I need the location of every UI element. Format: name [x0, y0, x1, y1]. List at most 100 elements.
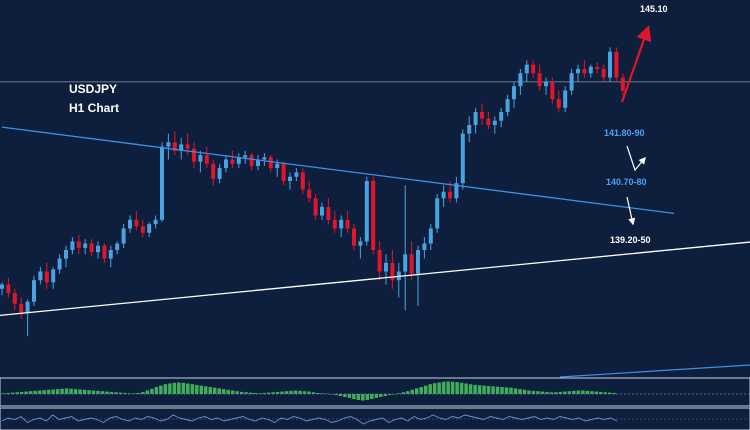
- histogram-bar: [181, 382, 186, 394]
- histogram-bar: [42, 390, 46, 394]
- indicator-overlay-line: [559, 364, 750, 378]
- candle-body: [262, 157, 267, 160]
- candle-body: [416, 250, 420, 274]
- candle-body: [256, 159, 260, 166]
- candle-body: [51, 269, 56, 283]
- candle-body: [588, 66, 593, 74]
- indicator-panel-2-line: [1, 414, 618, 425]
- histogram-bar: [527, 390, 531, 394]
- histogram-bar: [51, 389, 55, 394]
- histogram-bar: [316, 392, 320, 394]
- histogram-bar: [549, 392, 554, 394]
- candle-body: [595, 66, 600, 69]
- histogram-bar: [383, 394, 388, 396]
- candle-body: [531, 64, 536, 74]
- histogram-bar: [37, 390, 42, 394]
- histogram-bar: [177, 382, 181, 394]
- candle-body: [57, 258, 62, 270]
- candle-body: [601, 68, 606, 78]
- candle-body: [288, 176, 292, 182]
- histogram-bar: [275, 391, 280, 394]
- indicator-panel-1-border: [0, 377, 750, 407]
- candle-body: [185, 144, 190, 149]
- histogram-bar: [298, 390, 302, 394]
- histogram-bar: [540, 391, 545, 394]
- histogram-bar: [352, 394, 356, 399]
- histogram-bar: [10, 392, 15, 394]
- candle-body: [307, 189, 312, 199]
- candle-body: [140, 226, 145, 233]
- histogram-bar: [163, 384, 168, 394]
- histogram-bar: [195, 384, 199, 394]
- candle-body: [38, 271, 43, 281]
- histogram-bar: [459, 382, 464, 394]
- candle-body: [217, 168, 222, 179]
- candle-body: [422, 243, 427, 250]
- histogram-bar: [91, 390, 96, 394]
- candle-body: [115, 243, 120, 250]
- histogram-bar: [266, 392, 271, 394]
- histogram-bar: [356, 394, 361, 400]
- candle-body: [614, 51, 619, 78]
- histogram-bar: [141, 391, 145, 394]
- candle-body: [25, 301, 30, 313]
- histogram-bar: [2, 393, 6, 394]
- histogram-bar: [257, 393, 262, 394]
- histogram-bar: [379, 394, 383, 397]
- histogram-bar: [64, 388, 69, 394]
- histogram-bar: [204, 386, 208, 394]
- candle-body: [390, 262, 395, 281]
- histogram-bar: [73, 389, 78, 394]
- level-label-140-70-80: 140.70-80: [606, 177, 647, 187]
- histogram-bar: [545, 391, 549, 394]
- histogram-bar: [307, 391, 311, 394]
- candle-body: [121, 228, 126, 244]
- candle-body: [96, 245, 100, 253]
- candle-body: [12, 293, 17, 304]
- scenario-arrow-up: [626, 145, 646, 172]
- histogram-bar: [473, 384, 477, 394]
- candle-body: [569, 73, 574, 91]
- histogram-bar: [82, 389, 87, 394]
- candle-body: [224, 159, 228, 169]
- histogram-bar: [468, 384, 473, 394]
- candle-body: [352, 228, 356, 246]
- candle-body: [403, 254, 408, 272]
- candle-body: [153, 219, 158, 225]
- histogram-bar: [410, 389, 414, 394]
- candle-body: [32, 280, 36, 302]
- candle-body: [160, 146, 164, 220]
- histogram-bar: [365, 394, 370, 400]
- histogram-bar: [253, 392, 257, 394]
- candle-body: [550, 81, 555, 100]
- histogram-bar: [536, 391, 540, 394]
- candle-body: [70, 241, 75, 250]
- histogram-bar: [361, 394, 365, 401]
- candle-body: [371, 181, 376, 250]
- histogram-bar: [491, 386, 495, 394]
- histogram-bar: [599, 391, 603, 394]
- histogram-bar: [370, 394, 374, 399]
- target-arrow: [620, 25, 652, 103]
- histogram-bar: [127, 393, 132, 394]
- histogram-bar: [585, 390, 590, 394]
- histogram-bar: [374, 394, 379, 398]
- histogram-bar: [168, 383, 172, 394]
- candle-body: [211, 163, 216, 179]
- candle-body: [76, 241, 81, 248]
- histogram-bar: [100, 391, 105, 394]
- histogram-bar: [123, 392, 127, 394]
- candle-body: [166, 142, 171, 147]
- candle-body: [64, 250, 68, 259]
- histogram-bar: [284, 391, 289, 394]
- candle-body: [108, 250, 113, 259]
- histogram-bar: [558, 391, 563, 394]
- candle-body: [6, 284, 11, 294]
- histogram-bar: [406, 391, 410, 394]
- candle-body: [473, 112, 478, 125]
- histogram-bar: [603, 392, 608, 394]
- histogram-bar: [159, 385, 163, 394]
- candle-body: [83, 243, 88, 248]
- timeframe-title: H1 Chart: [69, 101, 119, 115]
